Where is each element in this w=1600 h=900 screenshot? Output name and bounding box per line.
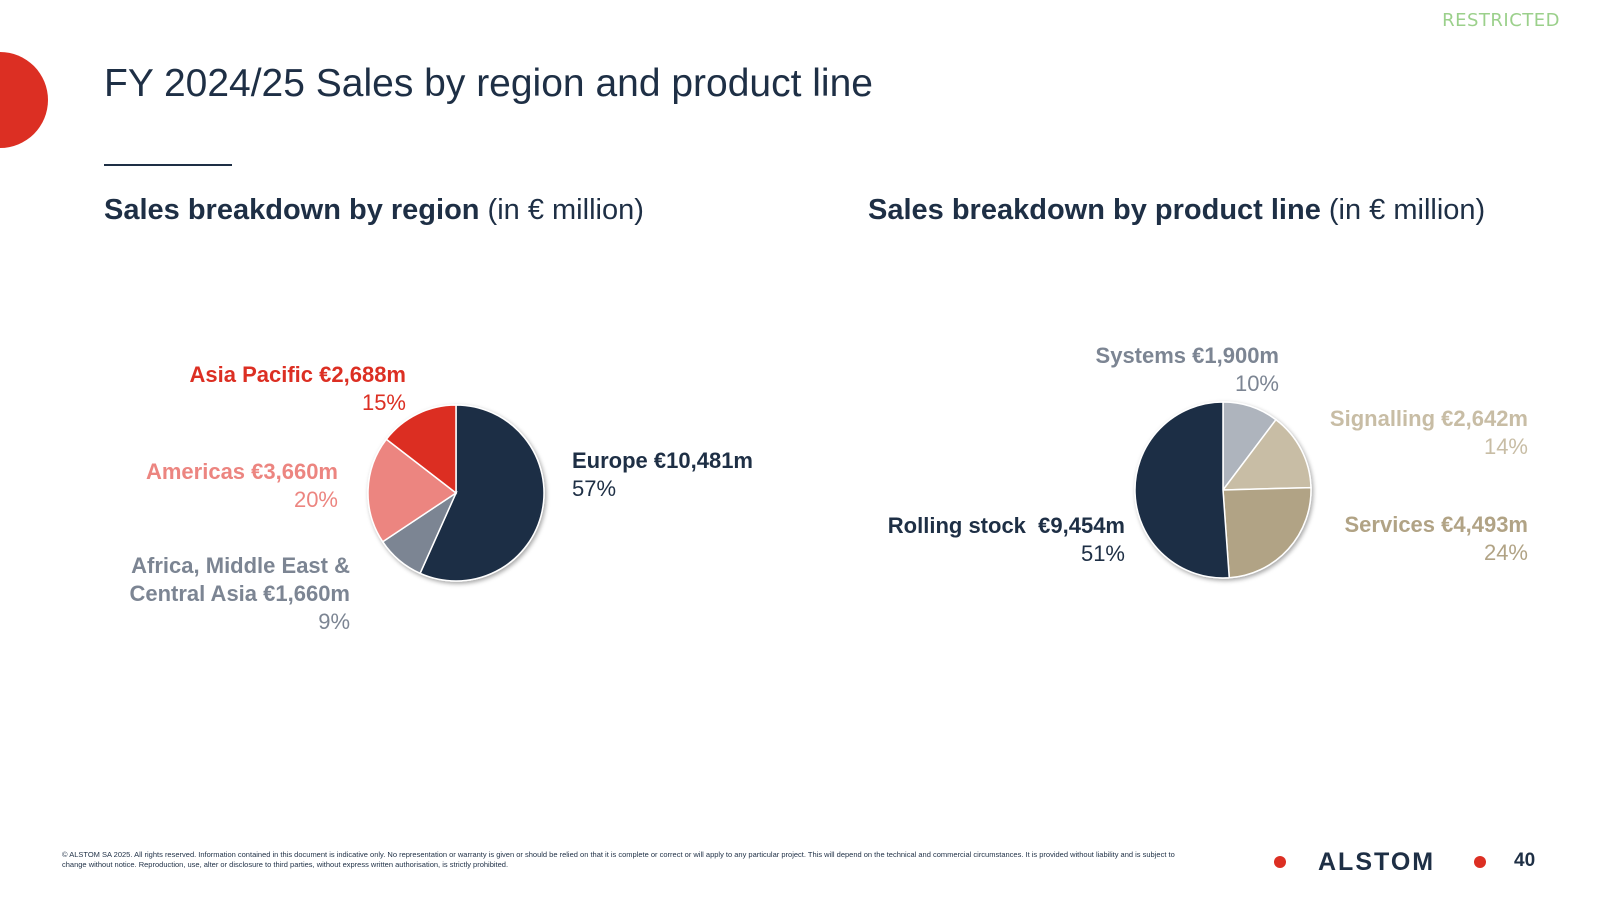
label-europe-pct: 57% (572, 476, 617, 501)
product-slice-2 (1222, 486, 1312, 579)
label-rolling-stock-pct: 51% (1080, 541, 1125, 566)
region-chart-title: Sales breakdown by region (in € million) (104, 194, 644, 227)
product-chart-title: Sales breakdown by product line (in € mi… (868, 194, 1485, 227)
label-asia-pacific-name: Asia Pacific €2,688m (189, 362, 406, 387)
alstom-logo: ALSTOM (1318, 848, 1436, 876)
label-services: Services €4,493m 24% (1345, 511, 1529, 567)
brand-logo-group: ALSTOM (1274, 848, 1494, 876)
region-slice-3 (385, 404, 457, 495)
label-signalling-pct: 14% (1483, 434, 1528, 459)
label-signalling-name: Signalling €2,642m (1329, 406, 1528, 431)
label-americas-pct: 20% (293, 487, 338, 512)
logo-dot-left (1274, 856, 1286, 868)
product-pie-chart (1134, 401, 1312, 579)
product-chart-title-unit: (in € million) (1320, 194, 1486, 226)
label-europe: Europe €10,481m 57% (572, 447, 753, 503)
label-systems-pct: 10% (1234, 371, 1279, 396)
product-slice-3 (1134, 401, 1231, 579)
label-signalling: Signalling €2,642m 14% (1330, 405, 1528, 461)
label-africa-name: Africa, Middle East & Central Asia €1,66… (129, 553, 350, 606)
label-americas: Americas €3,660m 20% (146, 458, 338, 514)
label-rolling-stock: Rolling stock €9,454m 51% (888, 512, 1125, 568)
label-asia-pacific: Asia Pacific €2,688m 15% (190, 361, 406, 417)
label-systems-name: Systems €1,900m (1095, 343, 1279, 368)
region-pie-chart (367, 404, 545, 582)
label-africa-middle-east: Africa, Middle East & Central Asia €1,66… (100, 552, 350, 636)
slide-title: FY 2024/25 Sales by region and product l… (104, 62, 873, 105)
label-americas-name: Americas €3,660m (145, 459, 338, 484)
label-services-name: Services €4,493m (1344, 512, 1529, 537)
label-europe-name: Europe €10,481m (572, 448, 753, 473)
footer-disclaimer: © ALSTOM SA 2025. All rights reserved. I… (62, 850, 1175, 869)
region-slice-0 (419, 404, 545, 582)
page-number: 40 (1514, 850, 1536, 871)
product-chart-title-bold: Sales breakdown by product line (868, 194, 1321, 226)
region-slice-2 (367, 438, 458, 543)
logo-dot-right (1474, 856, 1486, 868)
title-underline (104, 164, 232, 166)
decorative-red-circle (0, 52, 48, 148)
product-slice-1 (1221, 418, 1312, 491)
region-chart-title-unit: (in € million) (479, 194, 644, 226)
label-services-pct: 24% (1483, 540, 1528, 565)
region-chart-title-bold: Sales breakdown by region (104, 194, 480, 226)
label-africa-pct: 9% (318, 609, 350, 634)
classification-label: RESTRICTED (1442, 10, 1560, 31)
label-systems: Systems €1,900m 10% (1096, 342, 1279, 398)
label-rolling-stock-name: Rolling stock €9,454m (887, 513, 1125, 538)
label-asia-pacific-pct: 15% (361, 390, 406, 415)
